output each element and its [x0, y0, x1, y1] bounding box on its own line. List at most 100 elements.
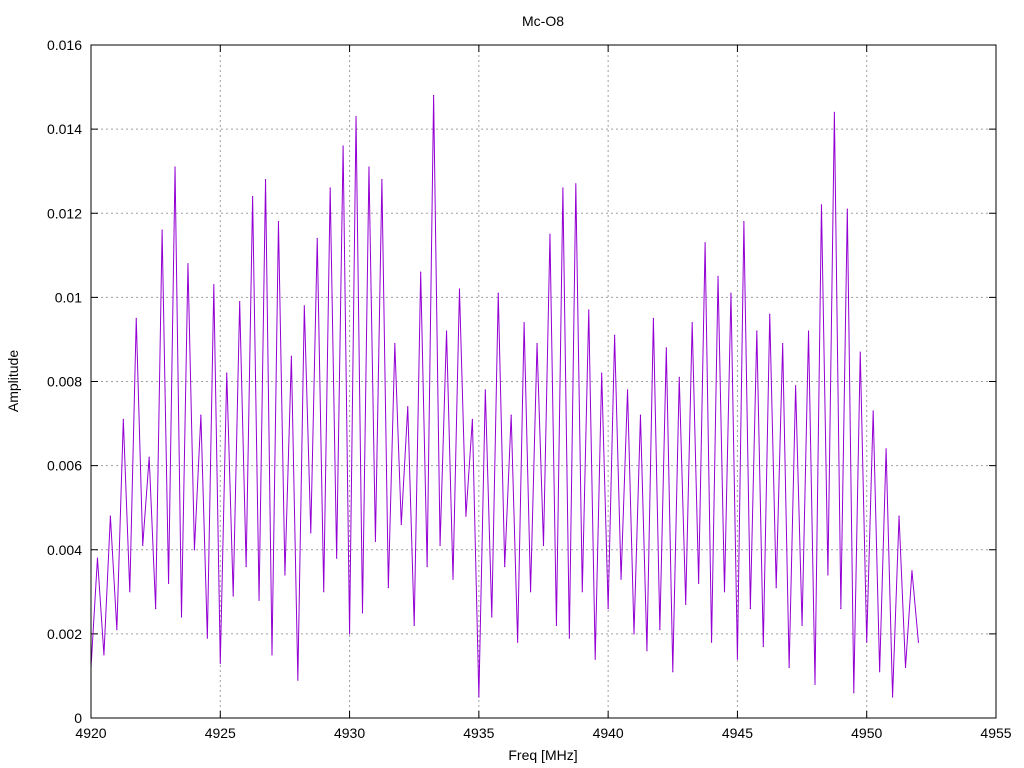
data-point: [413, 624, 415, 627]
data-point: [904, 666, 907, 669]
data-point: [833, 111, 835, 113]
data-point: [891, 696, 894, 698]
data-point: [303, 305, 305, 307]
data-point: [148, 456, 150, 458]
plot-frame: [90, 44, 997, 719]
data-point: [607, 608, 609, 610]
data-point: [103, 654, 105, 656]
data-point: [400, 523, 402, 526]
data-point: [581, 591, 583, 593]
data-point: [407, 406, 409, 408]
data-point: [717, 275, 719, 277]
data-point: [96, 557, 99, 559]
data-point: [433, 94, 435, 97]
data-point: [161, 229, 163, 231]
x-tick-label: 4935: [463, 725, 494, 741]
data-point: [439, 544, 441, 547]
data-point: [840, 608, 842, 610]
data-point: [917, 641, 920, 643]
data-point: [116, 629, 118, 631]
y-tick-label: 0.006: [47, 458, 82, 474]
data-point: [788, 666, 790, 669]
data-point: [348, 633, 351, 635]
data-point: [478, 696, 480, 698]
data-point: [536, 343, 538, 345]
data-point: [504, 565, 506, 568]
data-point: [329, 187, 331, 189]
data-point: [374, 540, 377, 542]
data-point: [769, 313, 771, 315]
data-point: [290, 355, 292, 357]
data-point: [710, 641, 713, 643]
data-point: [885, 448, 887, 450]
data-point: [142, 544, 144, 547]
x-tick-label: 4950: [851, 725, 882, 741]
y-tick-labels: 0 0.002 0.004 0.006 0.008 0.01 0.012 0.014 0.016: [47, 37, 82, 726]
data-point: [756, 330, 758, 332]
data-point: [665, 347, 667, 349]
data-point: [562, 187, 564, 189]
data-point: [342, 145, 344, 147]
data-point: [497, 292, 499, 294]
data-point: [549, 233, 551, 235]
data-point: [542, 544, 545, 547]
x-tick-label: 4925: [205, 725, 236, 741]
data-point: [193, 549, 196, 551]
data-point: [846, 208, 848, 210]
data-point: [336, 557, 338, 559]
data-point: [510, 414, 512, 416]
data-point: [872, 410, 874, 412]
x-axis-title: Freq [MHz]: [508, 747, 577, 763]
data-point: [859, 351, 861, 353]
x-tick-label: 4930: [334, 725, 365, 741]
data-point: [226, 372, 228, 374]
data-point: [807, 330, 810, 332]
data-point: [782, 343, 784, 345]
x-tick-label: 4945: [722, 725, 753, 741]
y-tick-label: 0.01: [55, 289, 82, 305]
data-point: [568, 637, 570, 639]
chart-title: Mc-O8: [522, 13, 564, 29]
data-point: [277, 221, 280, 223]
y-tick-label: 0.012: [47, 205, 82, 221]
data-point: [730, 292, 732, 294]
data-point: [601, 372, 603, 374]
data-point: [646, 650, 648, 652]
data-point: [426, 565, 428, 568]
data-point: [155, 608, 157, 610]
data-point: [297, 679, 299, 681]
data-point: [491, 616, 493, 618]
data-point: [271, 654, 273, 656]
data-point: [898, 515, 900, 517]
data-point: [213, 284, 215, 286]
x-tick-label: 4940: [593, 725, 624, 741]
series-group: [90, 94, 920, 698]
y-tick-label: 0.014: [47, 121, 82, 137]
data-point: [827, 574, 829, 576]
data-point: [633, 633, 635, 635]
data-point: [445, 330, 448, 332]
data-point: [626, 389, 629, 391]
data-point: [588, 309, 590, 311]
data-point: [620, 578, 622, 580]
data-point: [239, 300, 241, 303]
data-point: [252, 195, 254, 198]
data-point: [743, 221, 745, 223]
data-point: [135, 317, 137, 320]
data-point: [420, 271, 422, 273]
data-point: [749, 608, 751, 610]
data-point: [381, 179, 383, 181]
data-point: [232, 595, 234, 597]
data-point: [614, 334, 616, 336]
data-point: [801, 624, 803, 627]
data-point: [698, 582, 700, 585]
data-point: [180, 616, 183, 618]
data-point: [452, 578, 454, 580]
y-tick-label: 0.002: [47, 626, 82, 642]
data-point: [685, 603, 687, 606]
y-tick-label: 0.008: [47, 374, 82, 390]
data-point: [517, 641, 519, 643]
data-point: [775, 587, 777, 589]
